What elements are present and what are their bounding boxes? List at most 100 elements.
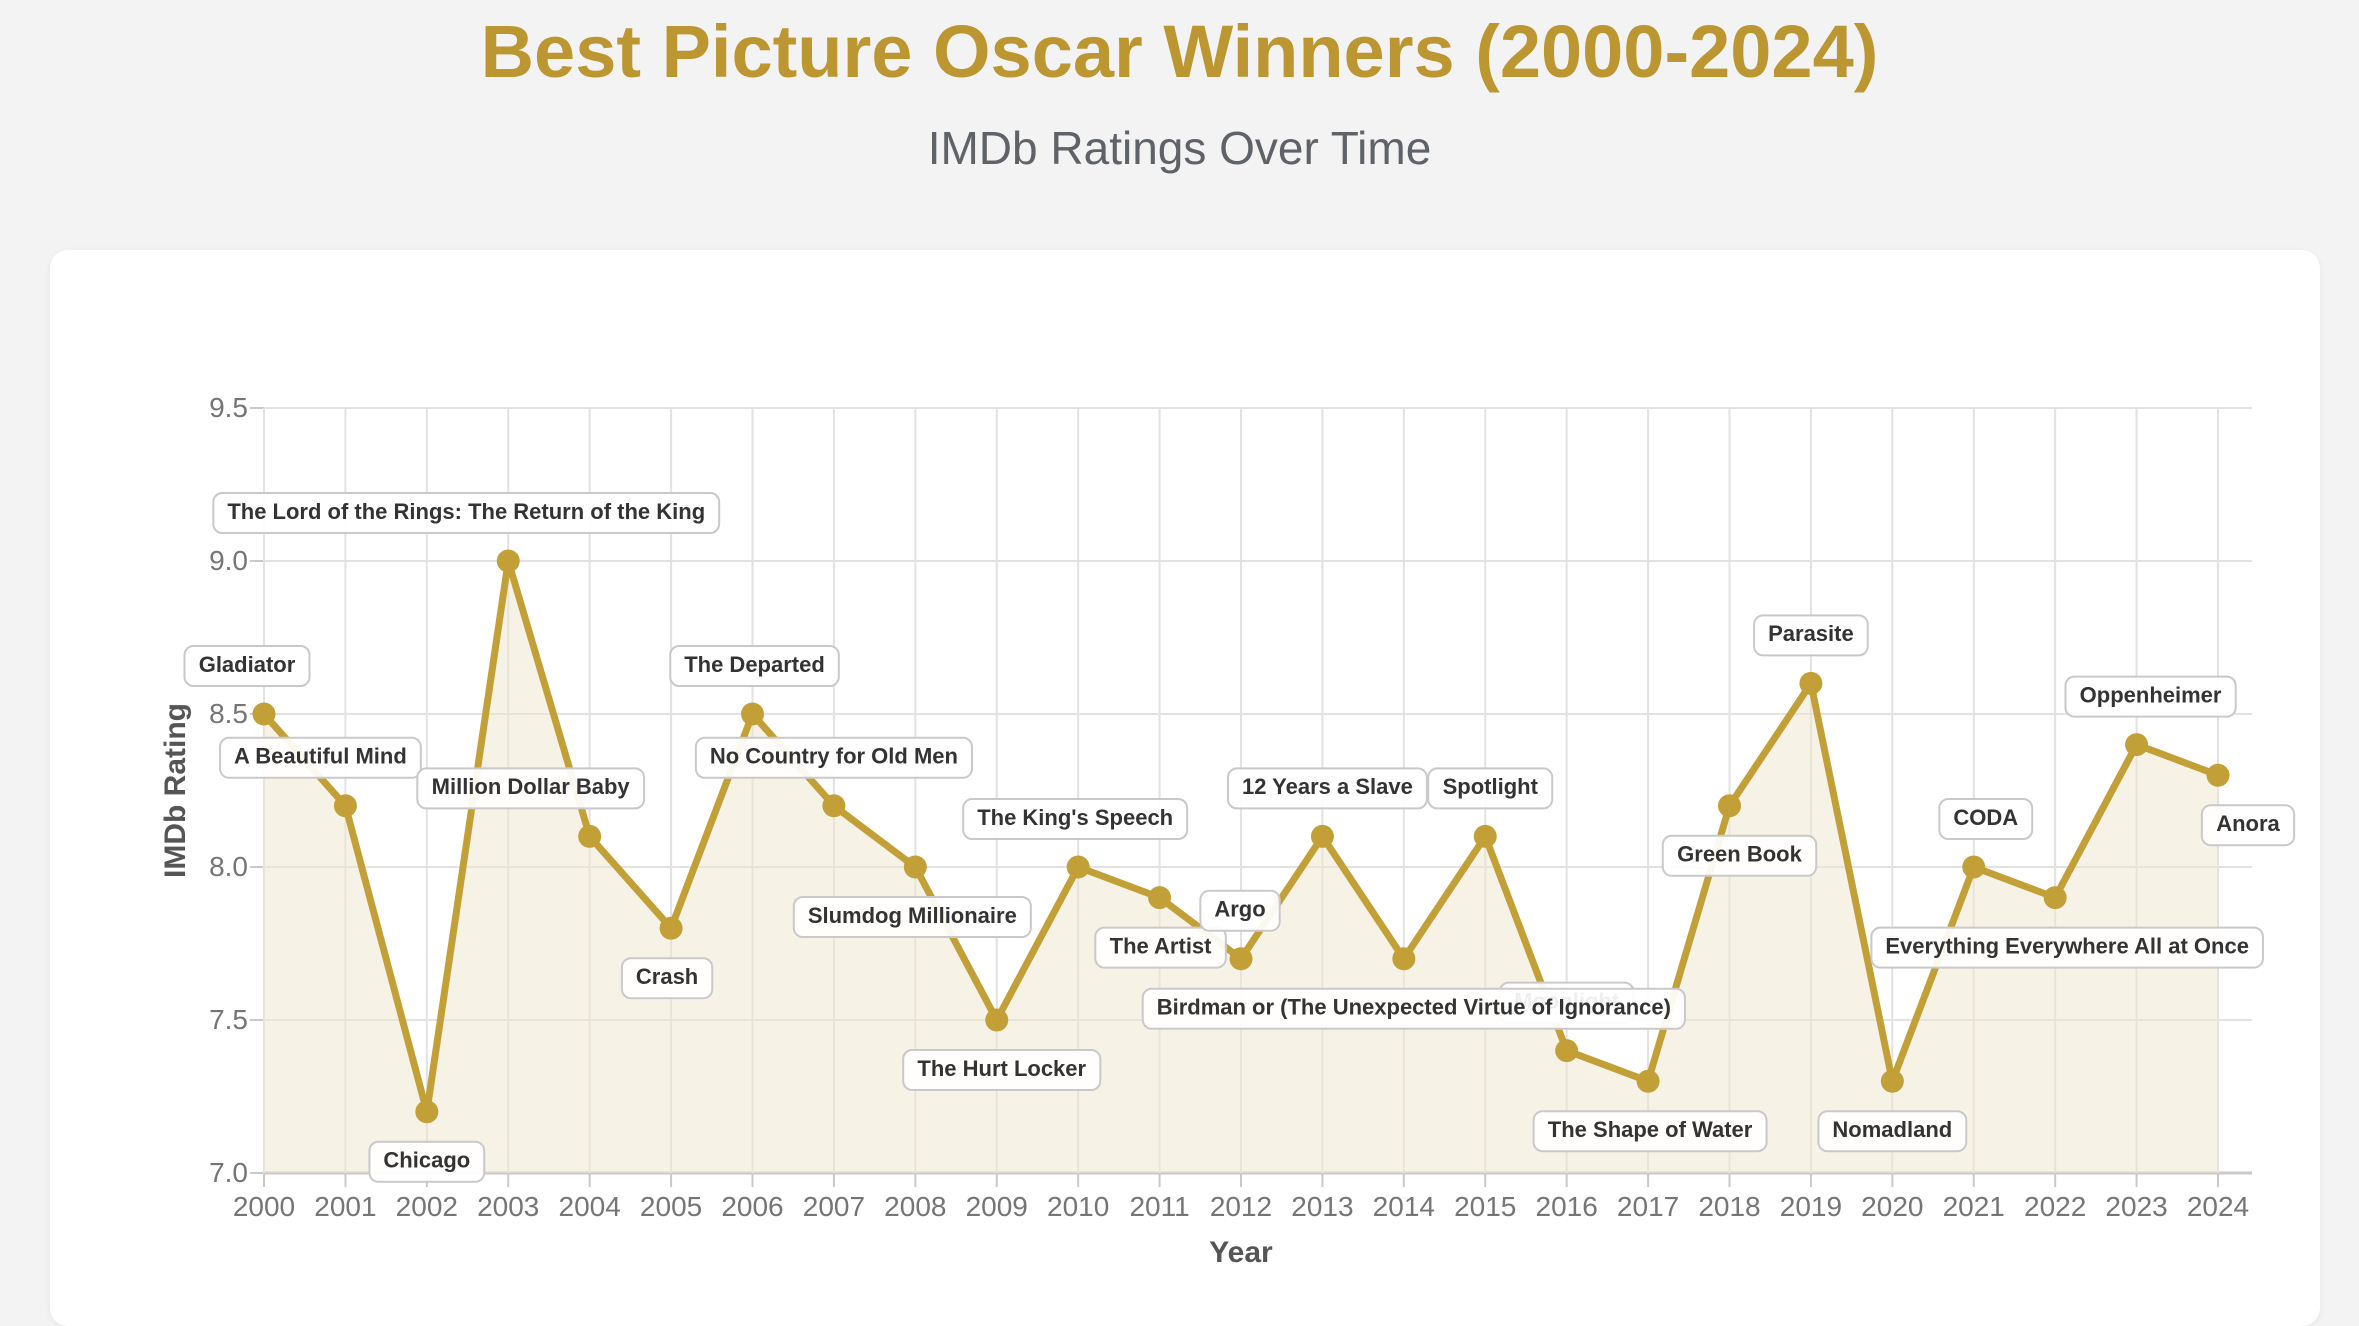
data-point-2000[interactable] (252, 702, 276, 726)
data-point-2019[interactable] (1799, 671, 1823, 695)
film-label: Nomadland (1817, 1110, 1968, 1153)
x-tick-label: 2015 (1454, 1191, 1516, 1222)
film-label: Gladiator (183, 645, 311, 687)
film-label-box (669, 645, 840, 687)
data-point-2013[interactable] (1310, 824, 1334, 848)
x-tick-label: 2020 (1861, 1191, 1923, 1222)
film-label-box (2200, 804, 2296, 847)
film-label: The Hurt Locker (902, 1049, 1102, 1091)
data-point-2018[interactable] (1718, 794, 1741, 818)
x-tick-label: 2004 (559, 1191, 621, 1222)
film-label-text: Green Book (1677, 842, 1802, 867)
film-label-box (1141, 987, 1686, 1030)
film-label-box (183, 645, 311, 687)
data-point-2022[interactable] (2043, 886, 2067, 910)
film-label: The Artist (1094, 926, 1227, 969)
film-label: Birdman or (The Unexpected Virtue of Ign… (1141, 987, 1686, 1030)
x-tick-label: 2021 (1943, 1191, 2005, 1222)
x-tick-label: 2009 (966, 1191, 1028, 1222)
film-label-box (1753, 614, 1869, 657)
data-point-2021[interactable] (1962, 855, 1986, 879)
film-label-text: The Hurt Locker (917, 1056, 1086, 1081)
data-point-2011[interactable] (1148, 886, 1172, 910)
x-tick-label: 2024 (2187, 1191, 2249, 1222)
film-label: Everything Everywhere All at Once (1870, 926, 2264, 969)
data-point-2016[interactable] (1555, 1039, 1579, 1063)
x-tick-label: 2019 (1780, 1191, 1842, 1222)
data-point-2015[interactable] (1473, 824, 1497, 848)
film-label-box (1199, 889, 1281, 932)
film-label-text: The Artist (1110, 933, 1213, 958)
data-point-2014[interactable] (1392, 947, 1416, 971)
film-label: The Departed (669, 645, 840, 687)
film-label-box (368, 1140, 486, 1183)
film-label: The Shape of Water (1532, 1110, 1768, 1153)
film-label-box (1870, 926, 2264, 969)
data-point-2010[interactable] (1066, 855, 1090, 879)
y-tick-label: 8.5 (209, 698, 248, 729)
film-label: Slumdog Millionaire (792, 896, 1032, 938)
film-label-text: Nomadland (1832, 1117, 1952, 1142)
film-label: Oppenheimer (2064, 675, 2237, 718)
y-tick-label: 7.5 (209, 1004, 248, 1035)
film-label-box (1532, 1110, 1768, 1153)
film-label: Spotlight (1427, 767, 1554, 810)
film-label: CODA (1938, 798, 2034, 840)
data-point-2002[interactable] (415, 1100, 439, 1124)
film-label-text: The Lord of the Rings: The Return of the… (227, 499, 705, 524)
x-tick-label: 2022 (2024, 1191, 2086, 1222)
film-label-box (962, 798, 1189, 840)
film-label-box (1094, 926, 1227, 969)
film-label-text: No Country for Old Men (710, 744, 958, 769)
data-point-2003[interactable] (496, 549, 520, 573)
data-point-2008[interactable] (903, 855, 927, 879)
film-label: The King's Speech (962, 798, 1189, 840)
data-point-2024[interactable] (2206, 763, 2230, 787)
film-label-box (694, 736, 973, 779)
x-tick-label: 2002 (396, 1191, 458, 1222)
data-point-2001[interactable] (333, 794, 357, 818)
data-point-2007[interactable] (822, 794, 846, 818)
data-point-2009[interactable] (985, 1008, 1009, 1032)
x-tick-label: 2016 (1536, 1191, 1598, 1222)
film-label-text: Anora (2216, 811, 2280, 836)
film-label: Crash (620, 957, 714, 1000)
film-label-box (2064, 675, 2237, 718)
film-label-text: Crash (636, 964, 698, 989)
x-tick-label: 2017 (1617, 1191, 1679, 1222)
x-tick-label: 2008 (884, 1191, 946, 1222)
x-axis-title: Year (1209, 1236, 1273, 1269)
data-point-2004[interactable] (578, 824, 602, 848)
data-point-2020[interactable] (1880, 1069, 1904, 1093)
film-label-text: Argo (1214, 897, 1265, 922)
x-tick-label: 2018 (1698, 1191, 1760, 1222)
data-point-2005[interactable] (659, 916, 683, 940)
film-label: Million Dollar Baby (416, 767, 646, 810)
data-point-2017[interactable] (1636, 1069, 1660, 1093)
x-tick-label: 2007 (803, 1191, 865, 1222)
y-tick-label: 9.5 (209, 392, 248, 423)
data-point-2023[interactable] (2125, 733, 2149, 757)
film-label-text: Slumdog Millionaire (808, 903, 1017, 928)
data-point-2006[interactable] (741, 702, 764, 726)
y-tick-label: 7.0 (209, 1157, 248, 1188)
x-tick-label: 2012 (1210, 1191, 1272, 1222)
film-label-text: CODA (1953, 805, 2018, 830)
film-label-box (416, 767, 646, 810)
film-label: Anora (2200, 804, 2296, 847)
film-label-box (902, 1049, 1102, 1091)
film-label-box (1427, 767, 1554, 810)
film-label-text: Gladiator (199, 652, 296, 677)
data-point-2012[interactable] (1229, 947, 1253, 971)
header: Best Picture Oscar Winners (2000-2024) I… (0, 0, 2359, 174)
film-label: The Lord of the Rings: The Return of the… (212, 492, 721, 534)
film-label: Parasite (1753, 614, 1869, 657)
film-label: Argo (1199, 889, 1281, 932)
x-tick-label: 2000 (233, 1191, 295, 1222)
film-label: 12 Years a Slave (1226, 767, 1428, 810)
film-label-text: Chicago (383, 1148, 470, 1173)
film-label-text: The Departed (684, 652, 825, 677)
film-label: Green Book (1661, 834, 1818, 877)
